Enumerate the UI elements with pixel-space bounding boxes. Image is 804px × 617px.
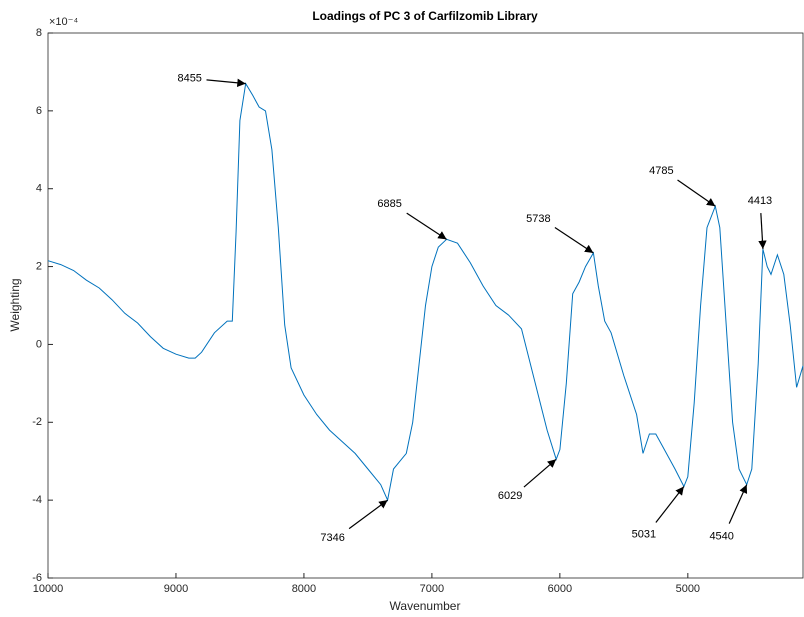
x-tick-label: 8000 [292, 583, 316, 595]
x-tick-label: 10000 [33, 583, 64, 595]
y-tick-label: -2 [32, 416, 42, 428]
y-tick-label: -4 [32, 494, 42, 506]
y-exponent: ×10⁻⁴ [49, 16, 78, 28]
series-line [47, 82, 804, 502]
annotation-arrow [554, 226, 594, 254]
chart-title: Loadings of PC 3 of Carfilzomib Library [312, 9, 538, 23]
annotation-arrow [728, 484, 748, 524]
annotation-label: 8455 [177, 73, 201, 85]
y-tick-label: 0 [36, 338, 42, 350]
annotation-arrow [523, 458, 557, 488]
annotation-label: 7346 [320, 532, 344, 544]
y-tick-label: 6 [36, 105, 42, 117]
x-axis-label: Wavenumber [390, 599, 461, 613]
annotation-arrow [758, 213, 767, 250]
annotation-arrow [655, 486, 685, 523]
x-tick-label: 5000 [676, 583, 700, 595]
annotation-label: 5031 [632, 528, 656, 540]
x-tick-label: 6000 [548, 583, 572, 595]
y-tick-label: 8 [36, 27, 42, 39]
y-tick-label: -6 [32, 572, 42, 584]
annotation-label: 5738 [526, 213, 550, 225]
annotation-label: 6029 [498, 490, 522, 502]
y-tick-label: 4 [36, 183, 42, 195]
annotation-arrow [677, 179, 716, 207]
annotation-arrow [406, 212, 447, 240]
annotation-arrow [206, 78, 246, 87]
annotation-arrow [348, 499, 388, 530]
annotation-label: 4540 [709, 530, 733, 542]
x-tick-label: 9000 [164, 583, 188, 595]
annotation-label: 4413 [748, 195, 772, 207]
y-tick-label: 2 [36, 260, 42, 272]
annotation-label: 6885 [377, 198, 401, 210]
x-tick-label: 7000 [420, 583, 444, 595]
y-axis-label: Weighting [8, 278, 22, 331]
annotation-label: 4785 [649, 165, 673, 177]
